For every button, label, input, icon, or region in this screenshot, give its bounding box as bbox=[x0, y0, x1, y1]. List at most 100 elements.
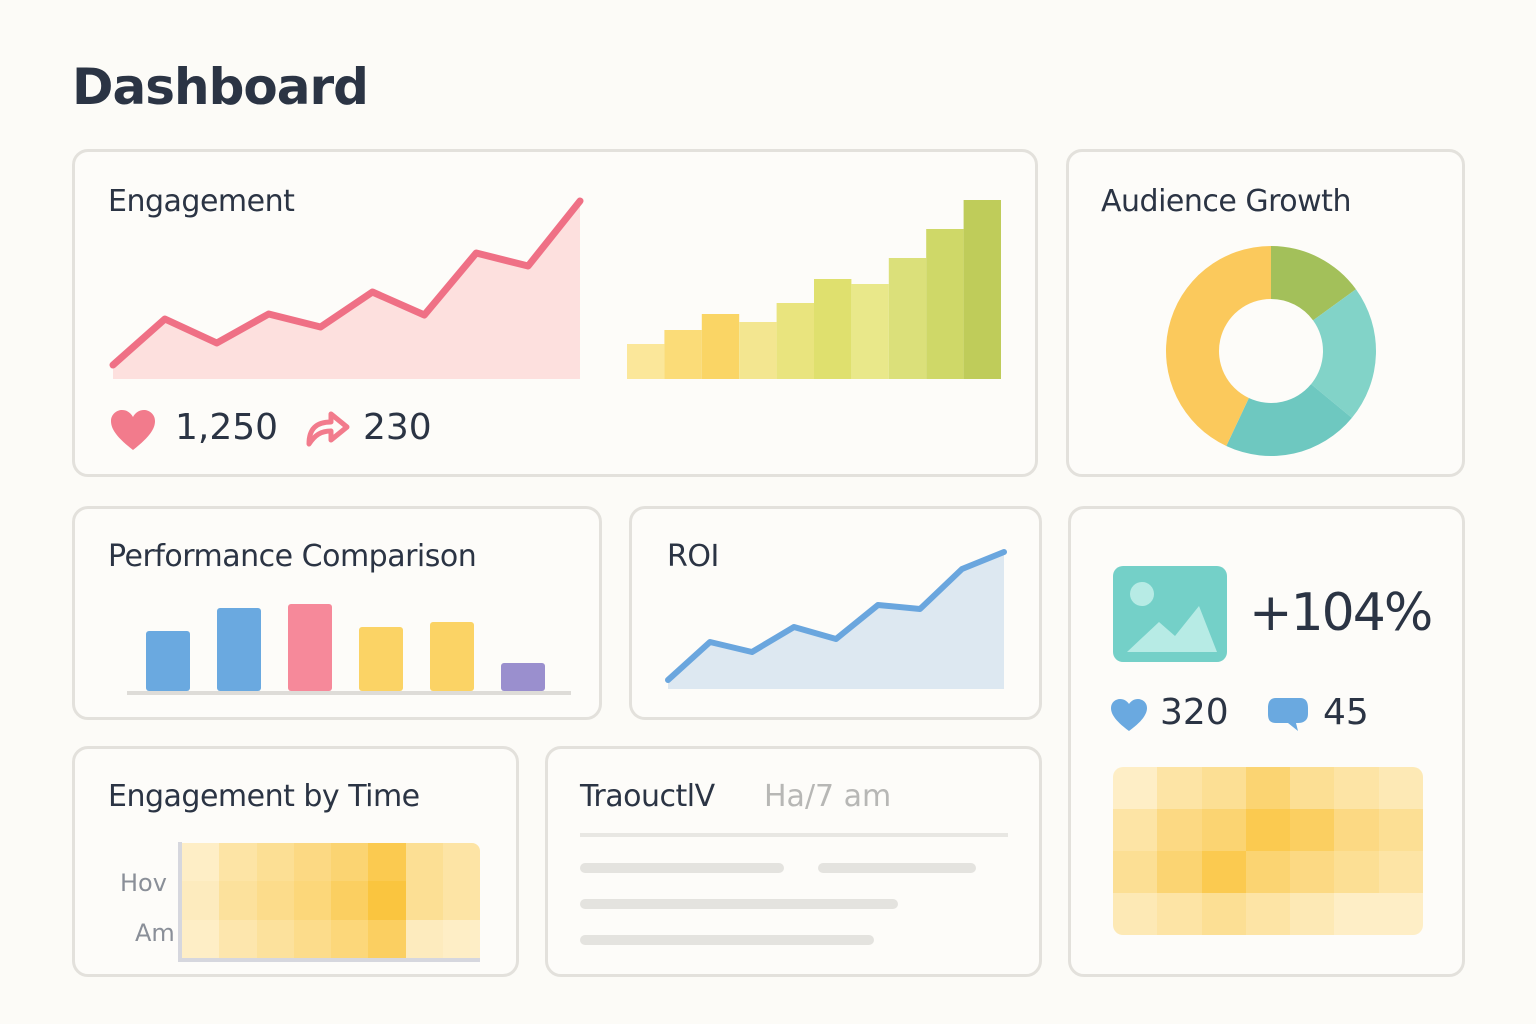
heatmap-cell bbox=[256, 881, 294, 920]
heatmap-cell bbox=[1245, 851, 1291, 893]
growth-heatmap bbox=[1113, 767, 1423, 935]
engagement-charts bbox=[109, 197, 1001, 379]
heatmap-cell bbox=[1334, 767, 1379, 809]
growth-change: +104% bbox=[1249, 583, 1433, 643]
bar bbox=[814, 279, 852, 379]
heatmap-cell bbox=[1245, 767, 1291, 809]
heatmap-cell bbox=[293, 881, 331, 920]
bar bbox=[664, 330, 702, 379]
transactions-card: TraouctlV Ha/7 am bbox=[545, 746, 1042, 977]
placeholder-line bbox=[580, 935, 874, 945]
heatmap-cell bbox=[442, 919, 480, 958]
heatmap-cell bbox=[368, 919, 406, 958]
audience-growth-title: Audience Growth bbox=[1101, 184, 1351, 219]
heatmap-cell bbox=[1334, 851, 1379, 893]
bar bbox=[288, 604, 332, 691]
heatmap-cell bbox=[182, 881, 220, 920]
engagement-by-time-title: Engagement by Time bbox=[108, 779, 420, 814]
heatmap-cell bbox=[1201, 851, 1246, 893]
likes-count: 1,250 bbox=[175, 407, 279, 448]
heatmap-cell bbox=[1245, 893, 1291, 935]
donut-slice bbox=[1226, 384, 1352, 456]
bar bbox=[888, 258, 927, 379]
bar bbox=[739, 322, 777, 379]
heatmap-cell bbox=[331, 881, 369, 920]
heart-icon bbox=[1111, 699, 1147, 731]
placeholder-line bbox=[580, 863, 784, 873]
performance-title: Performance Comparison bbox=[108, 539, 477, 574]
heatmap-cell bbox=[1290, 851, 1335, 893]
heatmap-cell bbox=[331, 843, 369, 882]
performance-card: Performance Comparison bbox=[72, 506, 602, 720]
heatmap-cell bbox=[1290, 767, 1335, 809]
audience-growth-card: Audience Growth bbox=[1066, 149, 1465, 477]
share-icon bbox=[306, 411, 350, 447]
heatmap-cell bbox=[1290, 809, 1335, 851]
bar bbox=[926, 229, 964, 379]
heatmap-cell bbox=[1201, 809, 1246, 851]
row-label: Hov bbox=[120, 869, 167, 897]
heatmap-cell bbox=[368, 881, 406, 920]
bar bbox=[146, 631, 190, 691]
heatmap-cell bbox=[1290, 893, 1335, 935]
growth-comments: 45 bbox=[1323, 692, 1369, 733]
heatmap-cell bbox=[1157, 851, 1202, 893]
donut-slice bbox=[1166, 246, 1271, 447]
row-label: Am bbox=[135, 919, 175, 947]
engagement-card: Engagement 1,250 230 bbox=[72, 149, 1038, 477]
heatmap-cell bbox=[405, 919, 443, 958]
heart-icon bbox=[111, 410, 155, 450]
time-heatmap bbox=[182, 843, 480, 958]
heatmap-cell bbox=[442, 881, 480, 920]
heatmap-cell bbox=[405, 843, 443, 882]
heatmap-cell bbox=[1245, 809, 1291, 851]
bar bbox=[359, 627, 403, 691]
heatmap-cell bbox=[256, 843, 294, 882]
transactions-subtitle: Ha/7 am bbox=[764, 779, 892, 814]
heatmap-cell bbox=[1334, 893, 1379, 935]
heatmap-cell bbox=[1113, 851, 1158, 893]
page-title: Dashboard bbox=[72, 58, 369, 116]
area-fill bbox=[113, 201, 580, 379]
donut-slice bbox=[1311, 289, 1376, 418]
engagement-title: Engagement bbox=[108, 184, 295, 219]
shares-count: 230 bbox=[363, 407, 432, 448]
roi-title: ROI bbox=[667, 539, 719, 574]
growth-card: +104% 320 45 bbox=[1068, 506, 1465, 977]
heatmap-cell bbox=[1113, 767, 1158, 809]
divider bbox=[580, 833, 1008, 837]
roi-area-chart bbox=[665, 549, 1007, 689]
audience-donut-chart bbox=[1166, 246, 1376, 456]
heatmap-cell bbox=[1378, 851, 1423, 893]
heatmap-cell bbox=[293, 919, 331, 958]
bar bbox=[701, 314, 740, 379]
heatmap-cell bbox=[442, 843, 480, 882]
heatmap-cell bbox=[1157, 893, 1202, 935]
bar bbox=[217, 608, 261, 691]
heatmap-cell bbox=[331, 919, 369, 958]
heatmap-cell bbox=[368, 843, 406, 882]
heatmap-cell bbox=[256, 919, 294, 958]
heatmap-cell bbox=[1201, 893, 1246, 935]
heatmap-cell bbox=[1378, 809, 1423, 851]
series-line bbox=[109, 197, 584, 369]
heatmap-cell bbox=[182, 919, 220, 958]
bar bbox=[776, 303, 814, 379]
heatmap-cell bbox=[1378, 893, 1423, 935]
performance-baseline bbox=[127, 691, 571, 695]
bar bbox=[963, 200, 1001, 379]
heatmap-axis bbox=[178, 958, 480, 962]
heatmap-axis bbox=[178, 842, 182, 962]
heatmap-cell bbox=[1157, 809, 1202, 851]
placeholder-line bbox=[818, 863, 976, 873]
bar bbox=[627, 344, 665, 379]
heatmap-cell bbox=[219, 843, 257, 882]
heatmap-cell bbox=[1378, 767, 1423, 809]
heatmap-cell bbox=[1201, 767, 1246, 809]
roi-card: ROI bbox=[629, 506, 1042, 720]
area-fill bbox=[668, 552, 1004, 689]
heatmap-cell bbox=[219, 919, 257, 958]
heatmap-cell bbox=[1113, 809, 1158, 851]
heatmap-cell bbox=[1113, 893, 1158, 935]
heatmap-cell bbox=[1334, 809, 1379, 851]
